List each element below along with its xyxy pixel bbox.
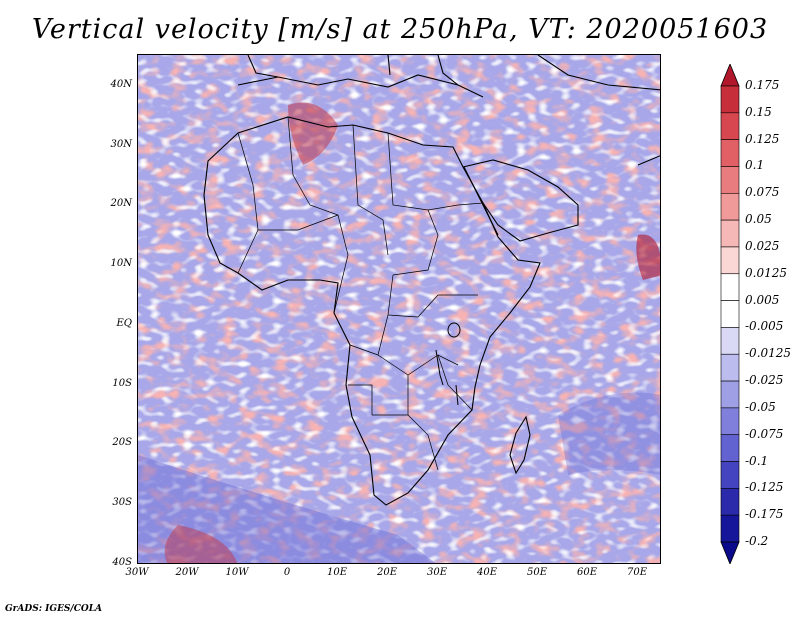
lat-label: 40N — [110, 79, 132, 90]
colorbar-label: -0.1 — [745, 453, 769, 468]
strong-ascent-patch-3 — [164, 525, 238, 563]
lon-label: 20E — [376, 567, 398, 578]
lon-label: 50E — [526, 567, 548, 578]
arabian-coastline — [462, 159, 579, 242]
colorbar-label: 0.0125 — [745, 265, 787, 280]
lon-label: 0 — [283, 567, 291, 578]
colorbar-label: 0.1 — [745, 158, 765, 173]
lake-malawi — [455, 384, 459, 406]
lon-label: 40E — [476, 567, 498, 578]
strong-ascent-patch — [288, 102, 338, 165]
lat-label: 20N — [110, 198, 132, 209]
colorbar-label: -0.025 — [745, 373, 784, 388]
colorbar-bin — [720, 166, 740, 194]
colorbar-label: 0.075 — [745, 185, 780, 200]
lat-label: 40S — [112, 557, 132, 568]
colorbar-bin — [720, 353, 740, 382]
colorbar-label: -0.175 — [745, 507, 784, 522]
lat-label: 30N — [110, 139, 132, 150]
lon-label: 30E — [426, 567, 448, 578]
europe-coastline — [247, 55, 660, 91]
colorbar-label: 0.005 — [745, 292, 780, 307]
colorbar-bin — [720, 514, 740, 543]
colorbar-scale — [720, 62, 740, 566]
country-borders — [237, 116, 484, 471]
colorbar-bin — [720, 192, 740, 221]
colorbar-label: 0.05 — [745, 212, 772, 227]
strong-descent-band — [138, 455, 436, 563]
lon-label: 70E — [626, 567, 648, 578]
colorbar-bin — [720, 246, 740, 275]
colorbar-bin — [720, 380, 740, 409]
map-title: Vertical velocity [m/s] at 250hPa, VT: 2… — [31, 14, 769, 45]
lake-tanganyika — [435, 349, 444, 386]
colorbar-bin — [720, 461, 740, 489]
colorbar-label: 0.025 — [745, 238, 780, 253]
colorbar-label: -0.125 — [745, 480, 784, 495]
strong-ascent-patch-2 — [636, 234, 660, 280]
colorbar-bin — [720, 85, 740, 114]
colorbar-bin — [720, 300, 740, 328]
red-sea — [463, 166, 499, 236]
colorbar-bin — [720, 434, 740, 462]
colorbar-bin — [720, 139, 740, 167]
lake-victoria — [447, 322, 461, 338]
colorbar-label: -0.075 — [745, 426, 784, 441]
lakes — [435, 322, 461, 406]
credit-text: GrADS: IGES/COLA — [5, 604, 103, 614]
map-panel — [137, 54, 661, 564]
colorbar-label: 0.125 — [745, 131, 780, 146]
coastlines — [203, 55, 660, 506]
colorbar-label: 0.175 — [745, 78, 780, 92]
colorbar-bin — [720, 112, 740, 140]
colorbar-bin — [720, 327, 740, 355]
colorbar-bin — [720, 273, 740, 301]
lat-label: 30S — [112, 497, 132, 508]
lat-label: EQ — [116, 318, 133, 329]
colorbar-bottom-triangle — [720, 541, 740, 566]
colorbar-label: -0.2 — [745, 534, 769, 548]
lon-label: 30W — [125, 567, 149, 578]
colorbar-label: 0.15 — [745, 104, 772, 119]
lat-label: 20S — [112, 437, 132, 448]
near-zero-layer — [138, 55, 660, 563]
colorbar-label: -0.005 — [745, 319, 784, 334]
colorbar-label: -0.05 — [745, 399, 776, 414]
colorbar-top-triangle — [720, 62, 740, 87]
lon-label: 10W — [225, 567, 249, 578]
madagascar-coastline — [509, 415, 531, 475]
lat-label: 10N — [110, 258, 132, 269]
colorbar-bin — [720, 407, 740, 436]
lon-label: 20W — [175, 567, 199, 578]
lon-label: 10E — [326, 567, 348, 578]
africa-coastline — [203, 116, 541, 506]
lat-label: 10S — [112, 378, 132, 389]
india-coastline — [637, 155, 660, 166]
colorbar: 0.175 0.15 0.125 0.1 0.075 0.05 0.025 0.0125 0.0… — [718, 62, 800, 566]
vertical-velocity-field — [138, 55, 660, 563]
lon-label: 60E — [576, 567, 598, 578]
strong-descent-band-2 — [558, 392, 660, 475]
colorbar-bin — [720, 488, 740, 516]
colorbar-bin — [720, 219, 740, 248]
mediterranean-coastline — [237, 74, 484, 98]
colorbar-label: -0.0125 — [745, 346, 792, 361]
